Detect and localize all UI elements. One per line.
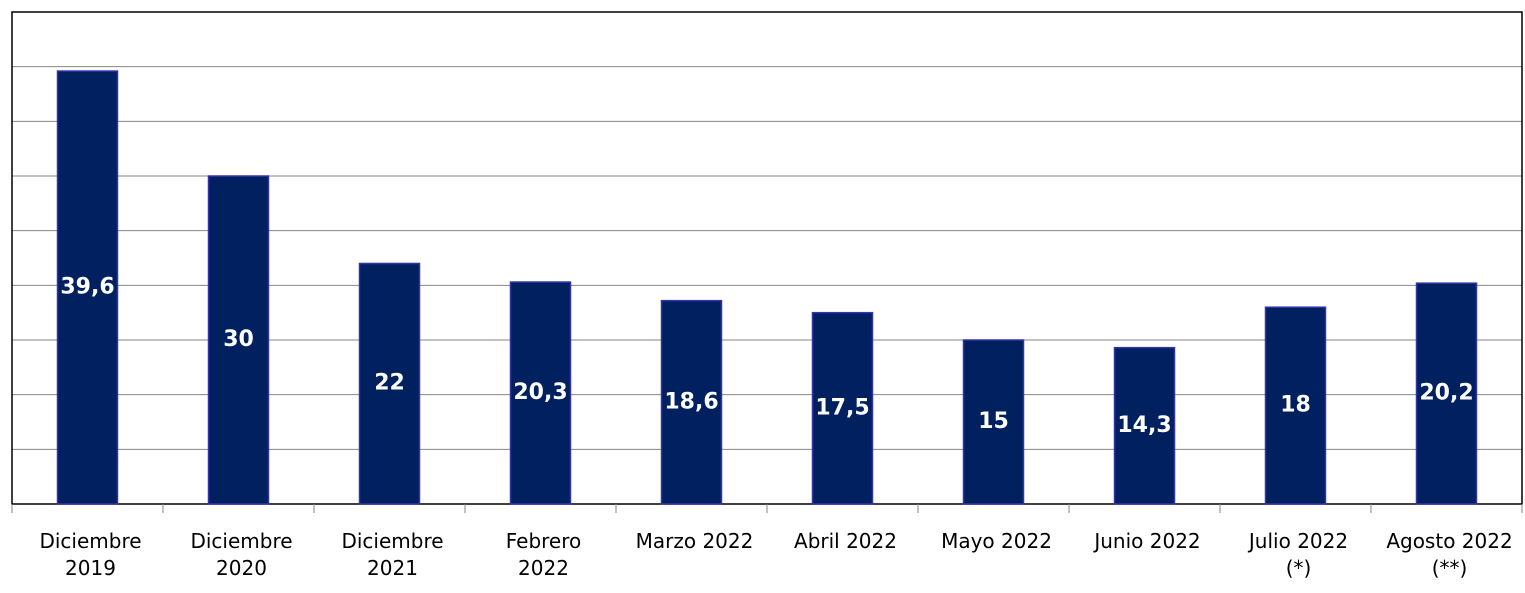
bar: [1264, 306, 1327, 505]
value-label: 18: [1280, 393, 1311, 418]
bar: [207, 175, 270, 505]
x-tick-label: Junio 2022: [1094, 529, 1201, 553]
bar: [1415, 282, 1478, 505]
bar: [358, 262, 421, 505]
value-label: 18,6: [664, 389, 718, 414]
value-label: 20,3: [513, 380, 567, 405]
value-label: 17,5: [815, 395, 869, 420]
x-tick-label: Marzo 2022: [635, 529, 754, 553]
bar: [811, 311, 874, 505]
value-label: 14,3: [1117, 413, 1171, 438]
value-label: 39,6: [60, 275, 114, 300]
bar: [660, 299, 723, 505]
x-tick-label: Diciembre 2021: [341, 529, 444, 580]
x-tick-label: Diciembre 2020: [190, 529, 293, 580]
bar: [1113, 346, 1176, 505]
x-tick-label: Abril 2022: [794, 529, 897, 553]
x-tick-label: Julio 2022 (*): [1248, 529, 1349, 580]
x-tick-label: Febrero 2022: [505, 529, 582, 580]
bar: [509, 281, 572, 505]
x-tick-label: Diciembre 2019: [39, 529, 142, 580]
bar: [962, 339, 1025, 505]
value-label: 20,2: [1419, 381, 1473, 406]
x-tick-label: Agosto 2022 (**): [1386, 529, 1513, 580]
value-label: 30: [223, 327, 254, 352]
x-tick-label: Mayo 2022: [941, 529, 1052, 553]
value-label: 15: [978, 409, 1009, 434]
value-label: 22: [374, 371, 405, 396]
bar: [56, 70, 119, 505]
